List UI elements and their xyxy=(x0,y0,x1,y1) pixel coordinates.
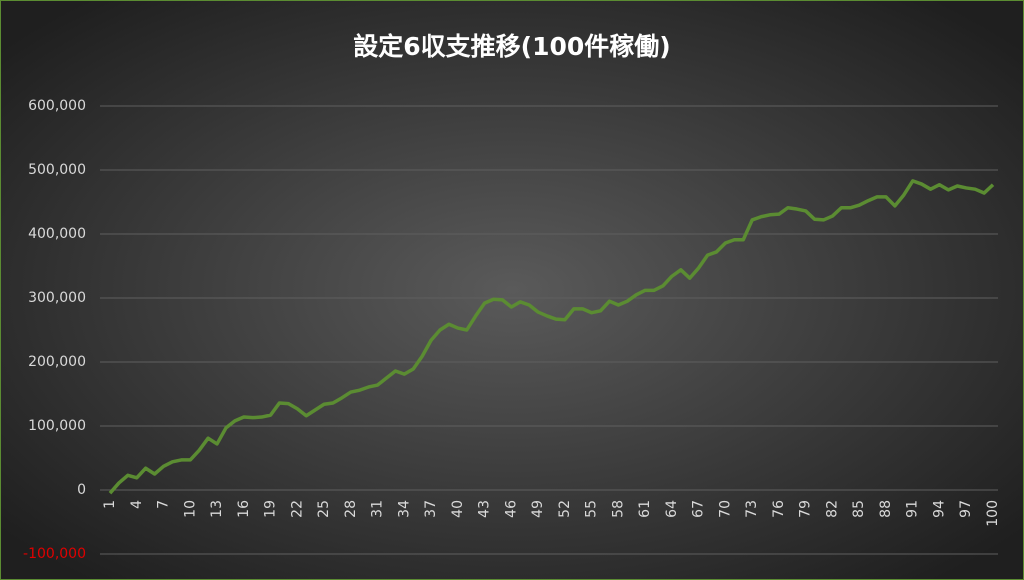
x-tick-label: 43 xyxy=(477,500,493,518)
x-tick-label: 88 xyxy=(878,500,894,518)
x-tick-label: 28 xyxy=(343,500,359,518)
x-tick-label: 4 xyxy=(129,500,145,509)
x-tick-label: 49 xyxy=(530,500,546,518)
x-tick-label: 85 xyxy=(851,500,867,518)
x-tick-label: 7 xyxy=(156,500,172,509)
y-tick-label: 200,000 xyxy=(28,354,86,370)
x-tick-label: 19 xyxy=(263,500,279,518)
x-tick-label: 70 xyxy=(717,500,733,518)
chart-title: 設定6収支推移(100件稼働) xyxy=(353,32,670,61)
x-tick-label: 61 xyxy=(637,500,653,518)
y-tick-label: -100,000 xyxy=(23,546,86,562)
x-tick-label: 37 xyxy=(423,500,439,518)
x-tick-label: 25 xyxy=(316,500,332,518)
x-tick-label: 40 xyxy=(450,500,466,518)
x-tick-label: 76 xyxy=(771,500,787,518)
x-tick-label: 64 xyxy=(664,500,680,518)
y-tick-label: 400,000 xyxy=(28,226,86,242)
x-tick-label: 13 xyxy=(209,500,225,518)
x-tick-label: 97 xyxy=(958,500,974,518)
x-tick-label: 22 xyxy=(289,500,305,518)
x-tick-label: 58 xyxy=(610,500,626,518)
y-tick-label: 600,000 xyxy=(28,98,86,114)
x-tick-label: 46 xyxy=(503,500,519,518)
x-tick-label: 100 xyxy=(985,500,1001,527)
x-tick-label: 94 xyxy=(931,500,947,518)
y-tick-label: 0 xyxy=(77,482,86,498)
y-tick-label: 300,000 xyxy=(28,290,86,306)
x-tick-label: 79 xyxy=(798,500,814,518)
x-tick-label: 31 xyxy=(370,500,386,518)
y-tick-label: 100,000 xyxy=(28,418,86,434)
x-tick-label: 67 xyxy=(691,500,707,518)
x-tick-label: 34 xyxy=(396,500,412,518)
x-tick-label: 16 xyxy=(236,500,252,518)
x-tick-label: 10 xyxy=(182,500,198,518)
x-tick-label: 52 xyxy=(557,500,573,518)
line xyxy=(108,179,995,495)
x-tick-label: 55 xyxy=(584,500,600,518)
x-tick-label: 82 xyxy=(824,500,840,518)
x-tick-label: 91 xyxy=(905,500,921,518)
x-tick-label: 73 xyxy=(744,500,760,518)
y-tick-label: 500,000 xyxy=(28,162,86,178)
x-tick-label: 1 xyxy=(102,500,118,509)
